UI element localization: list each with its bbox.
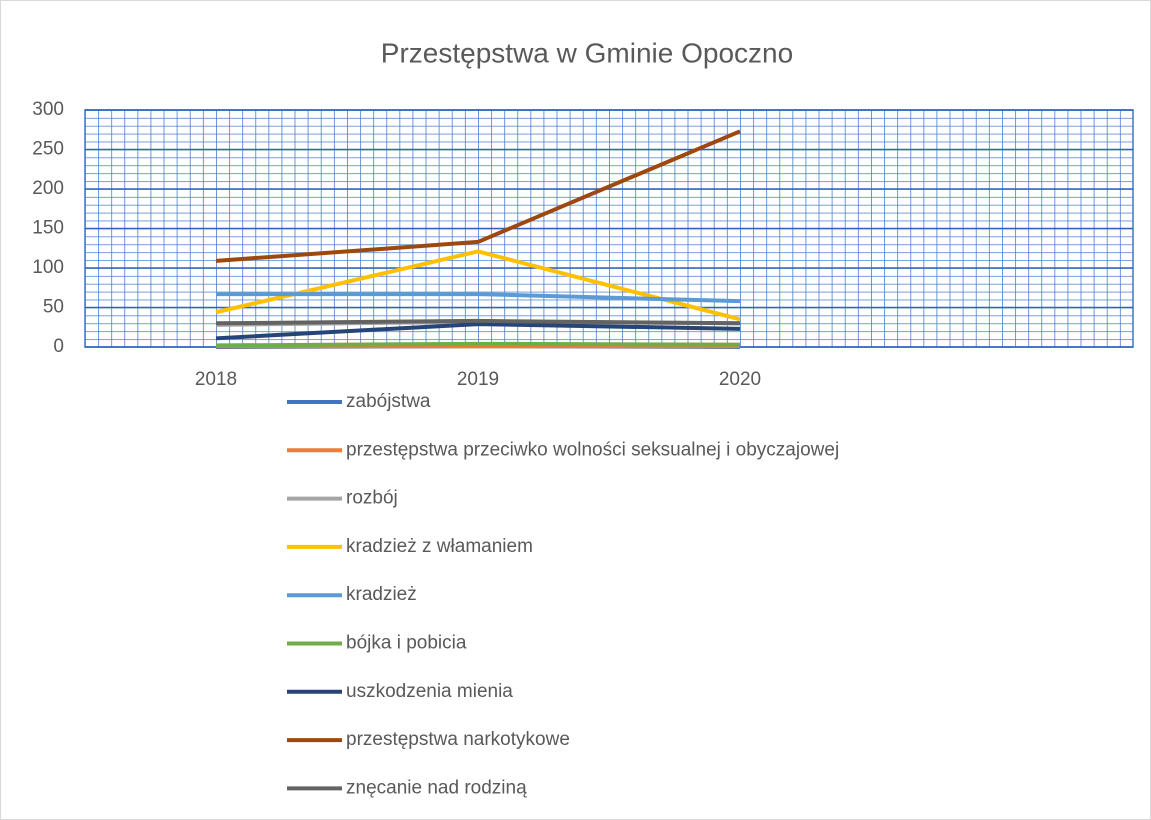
legend-label: znęcanie nad rodziną [346,777,527,798]
y-tick-label: 250 [32,139,64,160]
y-tick-label: 100 [32,257,64,278]
series-line [215,129,741,263]
legend-label: kradzież [346,584,417,605]
series-line [215,318,741,326]
legend-label: kradzież z włamaniem [346,536,533,557]
series-line [215,341,741,348]
legend-label: przestępstwa przeciwko wolności seksualn… [346,439,839,460]
y-tick-label: 0 [53,336,64,357]
legend-label: rozbój [346,488,398,509]
series-line [216,292,741,304]
y-tick-label: 200 [32,178,64,199]
x-tick-label: 2019 [457,369,499,390]
legend-label: zabójstwa [346,391,431,412]
legend-label: uszkodzenia mienia [346,681,513,702]
y-tick-label: 300 [32,99,64,120]
series-line [215,249,741,322]
legend-label: przestępstwa narkotykowe [346,729,570,750]
y-tick-label: 50 [43,297,64,318]
legend-label: bójka i pobicia [346,633,467,654]
x-tick-label: 2018 [195,369,237,390]
y-tick-label: 150 [32,218,64,239]
chart-title: Przestępstwa w Gminie Opoczno [381,37,793,68]
x-tick-label: 2020 [719,369,761,390]
series-line [215,322,741,341]
